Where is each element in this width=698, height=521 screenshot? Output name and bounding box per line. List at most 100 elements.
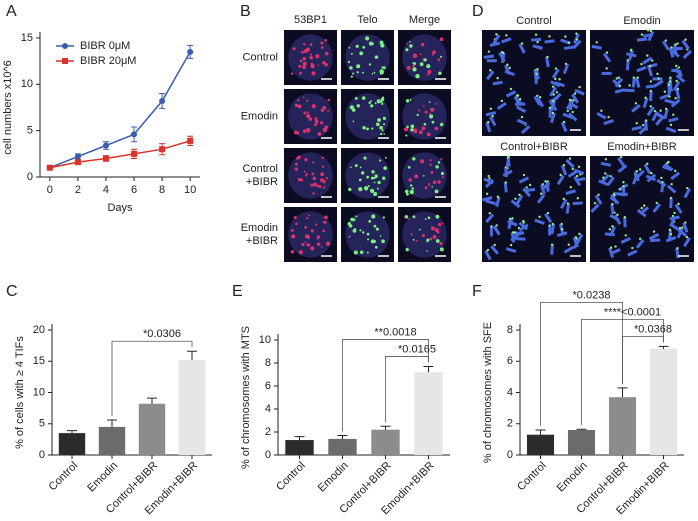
focus [419, 53, 422, 56]
focus [379, 125, 383, 130]
bar [138, 403, 166, 455]
telomere [676, 247, 679, 250]
chromosome [670, 171, 681, 181]
focus [316, 235, 321, 239]
chromosome [536, 97, 544, 108]
focus [435, 214, 440, 219]
telomere [576, 197, 579, 200]
telomere [597, 193, 600, 196]
y-tick-label: 0 [27, 171, 33, 183]
focus [359, 166, 362, 169]
focus [377, 118, 381, 122]
focus [352, 72, 355, 75]
telomere [635, 169, 639, 173]
focus [325, 176, 329, 180]
focus [438, 223, 442, 227]
telomere [489, 107, 493, 110]
telomere [488, 177, 491, 180]
chromosome [496, 101, 507, 110]
chromosome [683, 188, 692, 199]
chromosome [498, 52, 506, 63]
error-bar [107, 419, 117, 427]
bar [58, 433, 86, 455]
focus [412, 67, 417, 72]
chromosome [522, 187, 532, 198]
telomere [505, 34, 508, 37]
focus [318, 184, 322, 188]
chromosome [606, 176, 615, 187]
row-label: +BIBR [246, 176, 278, 188]
telomere [536, 94, 539, 97]
chromosome [495, 196, 501, 208]
focus [355, 215, 358, 218]
focus [430, 107, 435, 112]
focus [308, 117, 313, 121]
focus [320, 108, 325, 113]
telomere [555, 91, 559, 94]
focus [366, 251, 369, 254]
significance-label: *0.0165 [398, 343, 436, 355]
panel-caption: Emodin+BIBR [607, 141, 676, 153]
focus [440, 157, 443, 161]
telomere [640, 33, 644, 36]
chromosome [572, 39, 582, 50]
chromosome [647, 65, 654, 77]
chromosome [646, 173, 657, 183]
significance-label: *0.0306 [143, 328, 181, 340]
focus [370, 100, 372, 102]
focus [348, 46, 351, 49]
focus [368, 219, 372, 223]
panel-label: C [6, 283, 18, 300]
chromosome [556, 231, 568, 237]
chromosome [564, 45, 575, 50]
telomere [684, 221, 687, 224]
chromosome [544, 39, 555, 44]
chromosome [652, 77, 663, 81]
focus [405, 99, 410, 103]
focus [439, 247, 444, 252]
series-line [49, 51, 191, 169]
focus [306, 99, 309, 102]
focus [295, 222, 298, 226]
focus [302, 61, 307, 66]
chromosome [647, 30, 655, 42]
telomere [649, 89, 653, 93]
marker [74, 159, 81, 166]
telomere [660, 176, 663, 180]
chromosome [635, 239, 645, 249]
row-label: Control [243, 51, 278, 63]
telomere [674, 96, 677, 100]
focus [432, 180, 437, 184]
chromosome [675, 88, 681, 100]
focus [303, 170, 306, 173]
focus [409, 98, 412, 101]
telomere [655, 201, 658, 205]
focus [327, 110, 330, 112]
telomere [496, 195, 500, 199]
chromosome [609, 196, 620, 205]
telomere [668, 95, 671, 98]
focus [304, 226, 308, 229]
nucleus [345, 93, 390, 140]
telomere [644, 96, 647, 99]
bar [608, 397, 637, 455]
focus [320, 121, 324, 125]
focus [371, 170, 375, 174]
chromosome [486, 59, 497, 63]
telomere [604, 158, 608, 161]
focus [370, 176, 374, 180]
chromosome [492, 225, 501, 236]
focus [430, 171, 434, 174]
focus [432, 50, 436, 55]
chromosome [565, 189, 576, 195]
chromosome [485, 111, 497, 117]
telomere [562, 120, 566, 124]
marker [46, 164, 53, 171]
x-tick-label: 10 [184, 184, 196, 196]
error-bar [423, 365, 434, 373]
focus [347, 60, 351, 64]
telomere [564, 62, 568, 66]
x-tick-label: 6 [131, 184, 137, 196]
telomere [562, 163, 566, 167]
telomere [631, 246, 634, 250]
